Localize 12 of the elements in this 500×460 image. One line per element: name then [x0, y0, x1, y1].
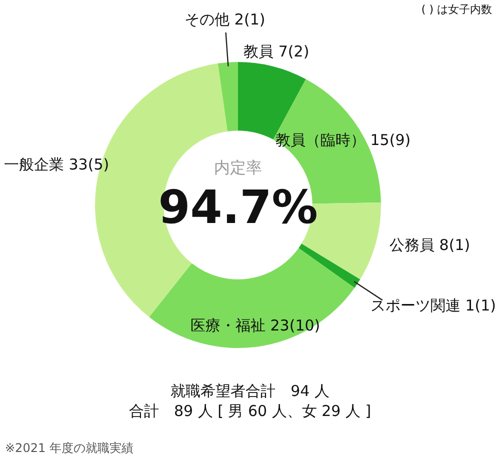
slice-label: 教員（臨時） 15(9)	[275, 130, 411, 149]
slice-label: 一般企業 33(5)	[4, 155, 110, 174]
text: ※2021 年度の就職実績	[5, 440, 134, 457]
text: 内定率	[214, 158, 262, 179]
text: 94.7%	[158, 180, 318, 234]
slice-label: 公務員 8(1)	[390, 236, 470, 254]
text: 合計 89 人 [ 男 60 人、女 29 人 ]	[128, 402, 372, 421]
text: 就職希望者合計 94 人	[170, 382, 330, 401]
text: ( ) は女子内数	[421, 2, 492, 17]
slice-label: スポーツ関連 1(1)	[370, 296, 496, 315]
slice-label: その他 2(1)	[184, 10, 266, 28]
slice-label: 教員 7(2)	[244, 42, 310, 61]
